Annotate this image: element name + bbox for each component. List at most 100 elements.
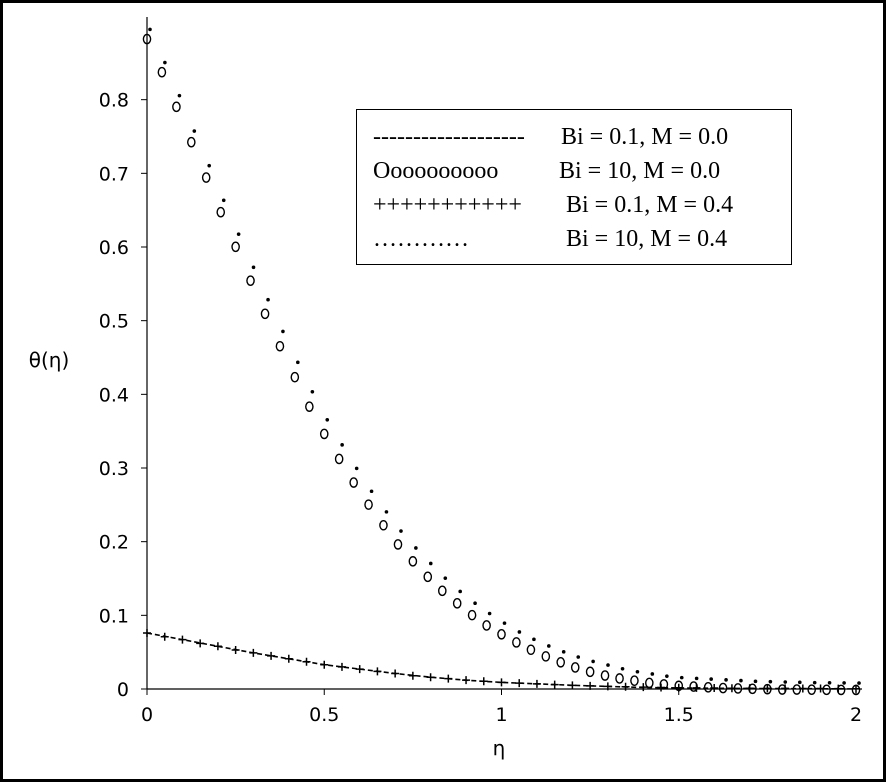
data-point <box>178 635 187 644</box>
data-point <box>615 673 624 684</box>
series-plus <box>143 629 860 693</box>
y-tick-label: 0.1 <box>99 605 129 627</box>
data-point <box>852 684 860 693</box>
data-point <box>547 644 551 648</box>
data-point <box>739 678 743 683</box>
data-point <box>373 667 382 676</box>
data-point <box>355 665 364 674</box>
data-point <box>512 637 521 648</box>
data-point <box>635 669 640 674</box>
data-point <box>284 654 293 663</box>
data-point <box>452 598 462 609</box>
data-point <box>724 678 728 682</box>
data-point <box>408 671 417 680</box>
data-point <box>692 683 701 692</box>
y-tick-label: 0.6 <box>99 237 129 259</box>
data-point <box>822 684 831 696</box>
y-tick-label: 0.4 <box>99 384 129 406</box>
data-point <box>694 676 699 681</box>
data-point <box>561 650 566 654</box>
legend-label: Bi = 0.1, M = 0.0 <box>561 124 729 150</box>
data-point <box>745 684 754 693</box>
data-point <box>570 662 580 673</box>
plot-area: 0 0.5 1 1.5 2 0 0.1 0.2 0.3 0.4 0.5 0.6 0.7 0.8 η θ(η… <box>29 17 862 760</box>
data-point <box>275 340 285 352</box>
tick-labels: 0 0.5 1 1.5 2 0 0.1 0.2 0.3 0.4 0.5 0.6 0.7 0.8 <box>99 90 862 726</box>
data-point <box>532 637 536 642</box>
series-dots <box>148 27 861 685</box>
data-point <box>473 601 477 606</box>
x-tick-label: 1.5 <box>664 704 694 726</box>
data-point <box>834 684 843 693</box>
legend-label: Bi = 10, M = 0.4 <box>566 226 728 252</box>
data-point <box>797 680 802 685</box>
data-point <box>142 33 152 45</box>
series-circles <box>142 33 861 696</box>
y-axis-label: θ(η) <box>29 348 70 372</box>
data-point <box>807 684 816 695</box>
data-point <box>408 556 418 567</box>
data-point <box>160 632 169 641</box>
data-point <box>798 684 807 693</box>
data-point <box>497 678 506 687</box>
data-point <box>674 683 683 692</box>
data-point <box>482 620 491 631</box>
data-point <box>354 466 359 471</box>
data-point <box>467 609 477 621</box>
data-point <box>541 651 551 662</box>
data-point <box>260 308 270 320</box>
data-point <box>177 93 182 98</box>
data-point <box>781 684 790 693</box>
data-point <box>428 561 433 566</box>
data-point <box>603 682 612 691</box>
data-point <box>792 684 802 695</box>
data-point <box>399 529 403 533</box>
data-point <box>657 683 666 692</box>
y-tick-label: 0.5 <box>99 311 129 333</box>
data-point <box>349 477 358 488</box>
x-tick-label: 0 <box>141 704 153 726</box>
data-point <box>267 651 276 660</box>
data-point <box>836 684 846 696</box>
data-point <box>659 679 669 690</box>
data-point <box>768 679 773 684</box>
x-tick-label: 2 <box>850 704 862 726</box>
data-point <box>487 611 492 616</box>
data-point <box>783 680 788 684</box>
data-point <box>591 659 595 664</box>
legend-box: ------------------- Bi = 0.1, M = 0.0 Oo… <box>356 109 792 265</box>
data-point <box>857 681 861 685</box>
data-point <box>600 670 610 681</box>
data-point <box>391 669 400 678</box>
data-point <box>187 136 196 148</box>
data-point <box>443 576 448 580</box>
data-point <box>585 666 595 678</box>
data-point <box>576 655 581 659</box>
data-point <box>532 679 541 688</box>
data-point <box>550 680 559 689</box>
data-point <box>157 66 167 78</box>
data-point <box>827 680 832 685</box>
data-marks <box>142 27 861 696</box>
data-point <box>281 329 285 334</box>
data-point <box>302 657 311 666</box>
data-point <box>266 297 270 302</box>
data-point <box>515 679 524 688</box>
data-point <box>379 519 388 531</box>
data-point <box>393 539 403 550</box>
data-point <box>305 401 314 412</box>
data-point <box>502 621 507 625</box>
data-point <box>709 677 713 681</box>
data-point <box>319 428 329 440</box>
data-point <box>556 656 566 668</box>
data-point <box>364 499 373 510</box>
data-point <box>497 628 506 640</box>
data-point <box>172 101 181 113</box>
data-point <box>842 681 846 685</box>
data-point <box>414 546 418 550</box>
data-point <box>462 676 471 685</box>
data-point <box>231 645 240 654</box>
data-point <box>458 589 462 594</box>
data-point <box>526 644 536 656</box>
